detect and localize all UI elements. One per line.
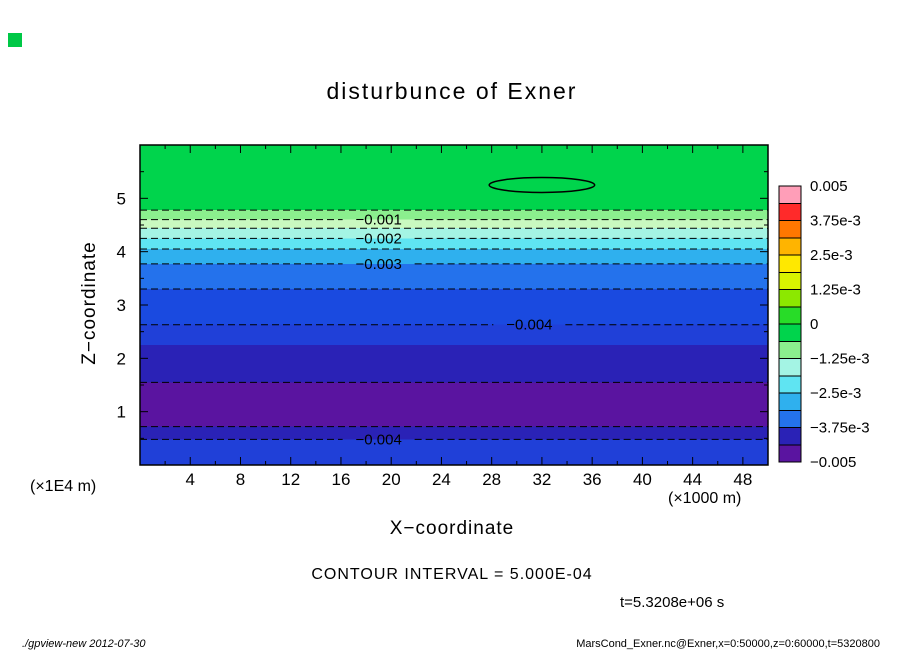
colorbar-segment	[778, 237, 802, 256]
time-label: t=5.3208e+06 s	[620, 594, 725, 611]
contour-band	[140, 426, 768, 440]
colorbar-label: −1.25e-3	[810, 351, 870, 368]
x-tick-label: 8	[236, 470, 245, 489]
colorbar-segment	[778, 202, 802, 221]
colorbar-segment	[778, 375, 802, 394]
colorbar-label: 0.005	[810, 178, 848, 195]
closed-contour	[488, 176, 596, 194]
z-tick-label: 2	[117, 349, 126, 368]
viewport-corner-marker	[8, 33, 22, 47]
plot-title: disturbunce of Exner	[326, 78, 578, 104]
x-tick-label: 28	[482, 470, 501, 489]
colorbar-segment	[778, 220, 802, 239]
colorbar-label: 2.5e-3	[810, 247, 853, 264]
contour-band	[140, 145, 768, 211]
x-tick-label: 48	[733, 470, 752, 489]
colorbar-label: −2.5e-3	[810, 385, 861, 402]
x-tick-label: 36	[583, 470, 602, 489]
contour-band	[140, 219, 768, 229]
colorbar-label: 1.25e-3	[810, 282, 861, 299]
x-tick-label: 24	[432, 470, 451, 489]
contour-label: −0.003	[355, 256, 401, 273]
colorbar-label: 0	[810, 316, 818, 333]
colorbar-segment	[778, 271, 802, 290]
z-tick-label: 5	[117, 189, 126, 208]
contour-band	[140, 210, 768, 220]
colorbar-segment	[778, 306, 802, 325]
contour-band	[140, 382, 768, 427]
colorbar-segment	[778, 289, 802, 308]
x-tick-label: 4	[186, 470, 195, 489]
contour-band	[140, 263, 768, 289]
z-tick-label: 1	[117, 403, 126, 422]
contour-band	[140, 249, 768, 264]
contour-band	[140, 345, 768, 383]
colorbar-label: −0.005	[810, 454, 856, 471]
contour-interval-label: CONTOUR INTERVAL = 5.000E-04	[311, 566, 593, 583]
contour-band	[140, 289, 768, 325]
colorbar-label: −3.75e-3	[810, 420, 870, 437]
colorbar-segment	[778, 409, 802, 428]
contour-label: −0.001	[355, 212, 401, 229]
x-axis-unit-label: (×1000 m)	[668, 490, 742, 507]
contour-label: −0.002	[355, 230, 401, 247]
contour-label: −0.004	[506, 317, 552, 334]
x-tick-label: 20	[382, 470, 401, 489]
colorbar-segment	[778, 427, 802, 446]
colorbar-segment	[778, 323, 802, 342]
contour-band	[140, 439, 768, 465]
colorbar-label: 3.75e-3	[810, 213, 861, 230]
colorbar-segment	[778, 444, 802, 463]
z-tick-label: 4	[117, 243, 126, 262]
z-axis-unit-label: (×1E4 m)	[30, 478, 97, 495]
x-tick-label: 16	[331, 470, 350, 489]
colorbar-segment	[778, 340, 802, 359]
colorbar-segment	[778, 185, 802, 204]
colorbar-segment	[778, 358, 802, 377]
colorbar-segment	[778, 254, 802, 273]
x-tick-label: 40	[633, 470, 652, 489]
contour-band	[140, 228, 768, 239]
z-axis-label: Z−coordinate	[79, 241, 100, 365]
contour-band	[140, 238, 768, 249]
x-tick-label: 44	[683, 470, 702, 489]
z-tick-label: 3	[117, 296, 126, 315]
contour-label: −0.004	[355, 431, 401, 448]
footer-command-text: ./gpview-new 2012-07-30	[22, 638, 146, 650]
x-tick-label: 12	[281, 470, 300, 489]
x-tick-label: 32	[532, 470, 551, 489]
colorbar-segment	[778, 392, 802, 411]
contour-band	[140, 324, 768, 345]
footer-dataset-text: MarsCond_Exner.nc@Exner,x=0:50000,z=0:60…	[576, 638, 880, 650]
x-axis-label: X−coordinate	[389, 518, 515, 539]
